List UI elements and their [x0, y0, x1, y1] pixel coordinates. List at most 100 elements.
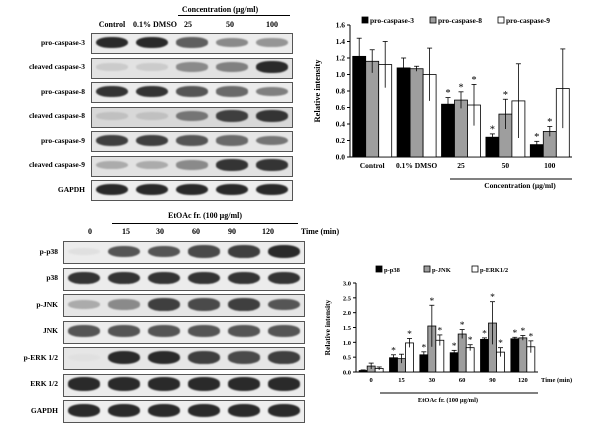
panel_b-blot-p-erk-1-2	[63, 347, 305, 370]
legend-swatch-pro-caspase-9	[497, 16, 505, 24]
legend-label-p-p38: p-p38	[384, 267, 401, 274]
panel_b-row-label-jnk: JNK	[43, 326, 58, 335]
panel_a-band	[96, 160, 128, 170]
legend-label-pro-caspase-8: pro-caspase-8	[438, 16, 482, 25]
panel_b-band	[228, 351, 260, 364]
panel_b-band	[188, 325, 220, 337]
mapk-bar-chart: 0.0 0.5 1.0 1.5 2.0 2.5 3.0 Relative intensity 0…	[323, 265, 572, 404]
significance-asterisk: *	[503, 90, 508, 101]
bar-pro-caspase-3	[441, 103, 455, 158]
panel_a-band	[96, 183, 128, 196]
panel_a-band	[216, 135, 248, 146]
panel_b-band	[108, 325, 140, 337]
panel_a-row-label-cleaved-caspase-8: cleaved caspase-8	[28, 111, 85, 120]
legend-swatch-p-jnk	[423, 265, 431, 273]
significance-asterisk: *	[437, 326, 442, 336]
panel_a-band	[136, 36, 168, 49]
panel_a-blot-pro-caspase-8	[91, 82, 293, 103]
panel_b-band	[228, 245, 260, 258]
legend-label-pro-caspase-3: pro-caspase-3	[370, 16, 414, 25]
legend-label-pro-caspase-9: pro-caspase-9	[506, 16, 550, 25]
significance-asterisk: *	[421, 343, 426, 353]
panel_a-band	[256, 61, 288, 73]
y-tick-label: 0.8	[336, 87, 346, 96]
panel_b-blot-p38	[63, 267, 305, 291]
significance-asterisk: *	[512, 329, 517, 339]
lane-label-100: 100	[266, 20, 278, 29]
panel_b-band	[68, 353, 100, 362]
y-tick-label: 0.4	[336, 120, 346, 129]
panel_b-band	[268, 351, 300, 364]
panel_b-band	[68, 299, 100, 310]
significance-asterisk: *	[471, 75, 476, 86]
panel_a-band	[96, 36, 128, 49]
bar-pro-caspase-8	[454, 99, 468, 158]
significance-asterisk: *	[528, 332, 533, 342]
significance-asterisk: *	[429, 297, 434, 307]
panel_b-band	[108, 377, 140, 391]
panel_b-row-label-gapdh: GAPDH	[30, 405, 58, 415]
panel_a-band	[256, 86, 288, 97]
panel_b-band	[108, 403, 140, 417]
panel_a-blot-pro-caspase-3	[91, 33, 293, 54]
panel_b-band	[148, 325, 180, 337]
panel_a-band	[216, 183, 248, 196]
panel_b-band	[148, 271, 180, 285]
panel_b-blot-p-p38	[63, 241, 305, 264]
panel_a-band	[216, 62, 248, 72]
bar-p-p38	[449, 352, 459, 373]
lane-label-30: 30	[156, 227, 164, 236]
legend-label-p-erk1-2: p-ERK1/2	[480, 267, 508, 274]
panel_a-row-label-pro-caspase-9: pro-caspase-9	[40, 135, 85, 145]
panel_b-band	[268, 271, 300, 285]
panel_a-band	[96, 63, 128, 71]
panel_b-band	[228, 325, 260, 337]
panel_b-band	[68, 325, 100, 337]
significance-asterisk: *	[482, 329, 487, 339]
y-tick-label: 1.2	[336, 54, 346, 63]
panel_b-band	[148, 245, 180, 258]
panel_b-band	[228, 271, 260, 285]
panel_a-band	[96, 134, 128, 147]
panel_a-band	[256, 38, 288, 47]
x-axis-title: EtOAc fr. (100 μg/ml)	[418, 397, 478, 404]
bar-pro-caspase-8	[365, 60, 380, 158]
panel_b-band	[268, 298, 300, 311]
y-tick-label: 3.0	[343, 281, 351, 288]
lane-label-control: Control	[98, 20, 126, 29]
legend-swatch-pro-caspase-8	[429, 16, 437, 24]
lane-label-0: 0	[88, 227, 92, 236]
panel_b-band	[148, 377, 180, 391]
panel_a-row-label-pro-caspase-3: pro-caspase-3	[40, 37, 85, 47]
x-tick-label: 30	[429, 377, 436, 384]
significance-asterisk: *	[391, 346, 396, 356]
panel_b-blot-erk-1-2	[63, 373, 305, 397]
significance-asterisk: *	[445, 88, 450, 99]
time-axis-label: Time (min)	[541, 377, 572, 384]
y-axis-label: Relative intensity	[312, 59, 322, 123]
panel_b-band	[108, 271, 140, 285]
panel_a-band	[136, 112, 168, 120]
lane-label-25: 25	[184, 20, 192, 29]
panel_a-band	[176, 183, 208, 196]
panel_b-band	[148, 298, 180, 311]
panel_a-band	[176, 160, 208, 170]
panel_a-band	[136, 134, 168, 147]
x-axis-title: Concentration (μg/ml)	[484, 181, 556, 190]
panel_a-blot-cleaved-caspase-8	[91, 106, 293, 128]
y-tick-label: 1.5	[343, 325, 352, 332]
lane-label-120: 120	[262, 227, 274, 236]
panel_a-row-label-cleaved-caspase-9: cleaved caspase-9	[28, 160, 85, 169]
panel_b-row-label-erk-1-2: ERK 1/2	[30, 379, 58, 388]
y-tick-label: 1.0	[343, 340, 351, 347]
panel_a-row-label-pro-caspase-8: pro-caspase-8	[40, 86, 85, 96]
significance-asterisk: *	[452, 342, 457, 352]
significance-asterisk: *	[458, 82, 463, 93]
panel_a-band	[136, 160, 168, 170]
y-tick-label: 0.2	[336, 136, 346, 145]
panel_b-band	[188, 245, 220, 258]
y-tick-label: 0.0	[343, 370, 351, 377]
panel_a-row-label-gapdh: GAPDH	[57, 184, 85, 194]
significance-asterisk: *	[468, 336, 473, 346]
bar-p-jnk	[457, 333, 467, 373]
